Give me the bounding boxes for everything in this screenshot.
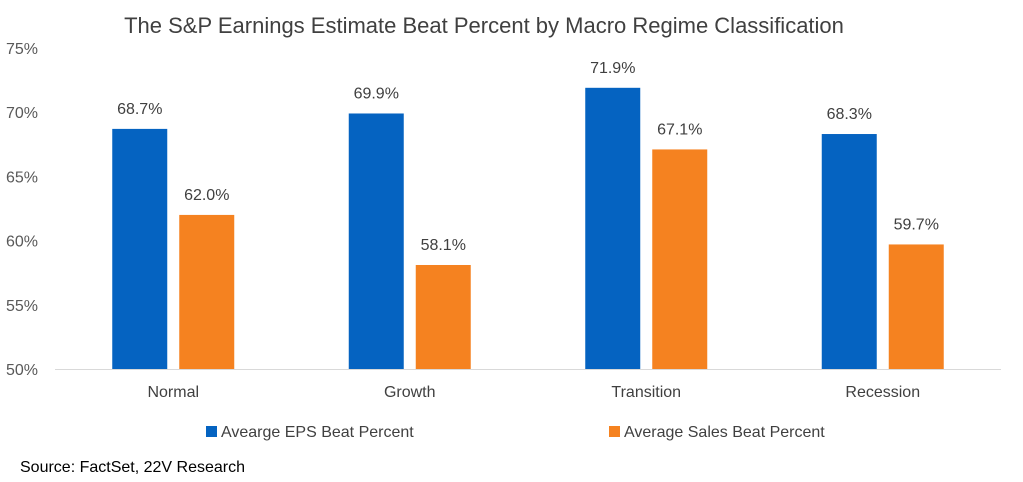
y-tick-label: 75%: [6, 41, 38, 58]
legend-label-eps: Avearge EPS Beat Percent: [221, 424, 414, 441]
data-labels: 68.7% 62.0% 69.9% 58.1% 71.9% 67.1% 68.3% 59.7%: [117, 60, 939, 254]
chart-title: The S&P Earnings Estimate Beat Percent b…: [124, 13, 844, 38]
bar-eps-growth: [348, 113, 404, 369]
legend: Avearge EPS Beat Percent Average Sales B…: [206, 424, 825, 441]
data-label-sales-recession: 59.7%: [894, 216, 939, 233]
bar-eps-recession: [821, 134, 877, 369]
bar-eps-normal: [112, 128, 168, 369]
data-label-eps-growth: 69.9%: [354, 85, 399, 102]
source-note: Source: FactSet, 22V Research: [20, 459, 245, 476]
y-tick-label: 50%: [6, 362, 38, 379]
bar-eps-transition: [585, 87, 641, 369]
y-tick-label: 55%: [6, 298, 38, 315]
bar-sales-recession: [888, 244, 944, 369]
y-tick-label: 65%: [6, 169, 38, 186]
x-tick-label-transition: Transition: [611, 384, 681, 401]
data-label-eps-transition: 71.9%: [590, 60, 635, 77]
data-label-sales-transition: 67.1%: [657, 121, 702, 138]
legend-label-sales: Average Sales Beat Percent: [624, 424, 825, 441]
legend-swatch-eps: [206, 426, 217, 437]
x-axis: Normal Growth Transition Recession: [147, 384, 920, 401]
bar-sales-transition: [652, 149, 708, 369]
bars: [112, 87, 944, 369]
y-tick-label: 60%: [6, 234, 38, 251]
bar-sales-growth: [415, 264, 471, 369]
data-label-eps-normal: 68.7%: [117, 101, 162, 118]
x-tick-label-normal: Normal: [147, 384, 199, 401]
data-label-sales-normal: 62.0%: [184, 187, 229, 204]
y-tick-label: 70%: [6, 105, 38, 122]
bar-sales-normal: [179, 214, 235, 369]
x-tick-label-growth: Growth: [384, 384, 436, 401]
legend-swatch-sales: [609, 426, 620, 437]
y-axis: 50% 55% 60% 65% 70% 75%: [6, 41, 38, 379]
x-tick-label-recession: Recession: [845, 384, 920, 401]
data-label-eps-recession: 68.3%: [827, 106, 872, 123]
data-label-sales-growth: 58.1%: [421, 237, 466, 254]
